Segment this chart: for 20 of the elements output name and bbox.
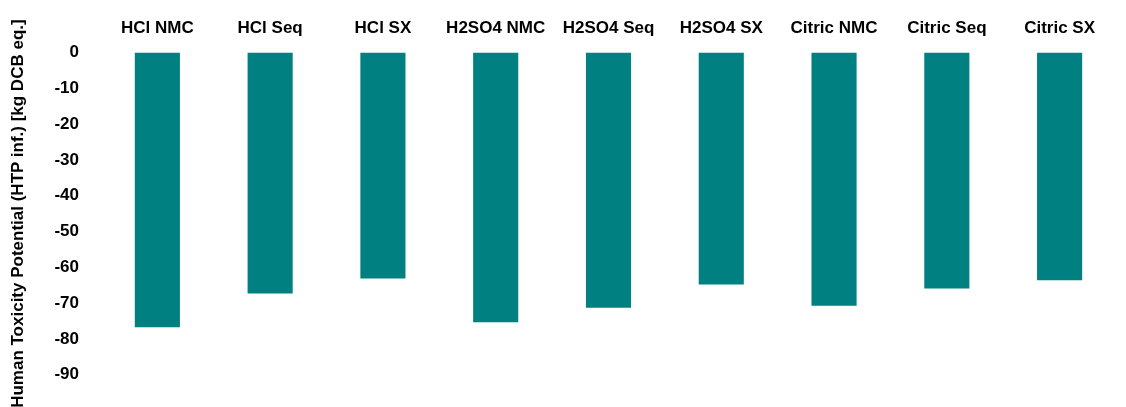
- y-tick-label: -40: [54, 185, 79, 205]
- y-tick-label: -60: [54, 257, 79, 277]
- y-tick-label: -30: [54, 149, 79, 169]
- x-tick-label: Citric NMC: [790, 17, 878, 37]
- x-tick-label: H2SO4 NMC: [446, 17, 546, 37]
- y-tick-label: -70: [54, 292, 79, 312]
- y-axis-title: Human Toxicity Potential (HTP inf.) [kg DCB eq.]: [7, 19, 27, 407]
- x-tick-label: HCl NMC: [121, 17, 194, 37]
- x-tick-label: Citric SX: [1024, 17, 1096, 37]
- y-tick-label: -90: [54, 364, 79, 384]
- x-tick-label: Citric Seq: [907, 17, 987, 37]
- x-tick-label: HCl Seq: [237, 17, 303, 37]
- x-tick-label: HCl SX: [354, 17, 412, 37]
- x-tick-label: H2SO4 Seq: [562, 17, 655, 37]
- y-tick-label: -80: [54, 328, 79, 348]
- x-tick-label: H2SO4 SX: [679, 17, 764, 37]
- y-tick-label: -50: [54, 221, 79, 241]
- y-tick-label: -10: [54, 77, 79, 97]
- y-tick-label: -20: [54, 113, 79, 133]
- y-tick-label: 0: [69, 42, 79, 62]
